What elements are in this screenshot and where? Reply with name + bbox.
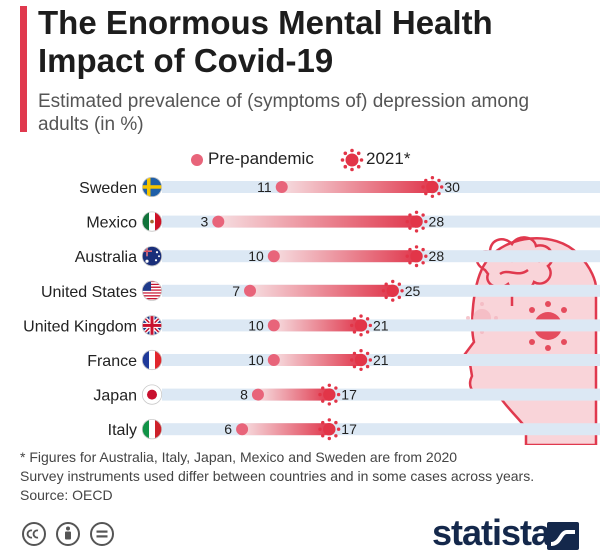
value-2021: 25	[405, 283, 421, 299]
value-2021: 21	[373, 352, 389, 368]
pre-pandemic-value: 7	[232, 283, 240, 299]
italy-flag-icon	[141, 419, 163, 440]
no-derivatives-icon[interactable]	[90, 522, 114, 546]
virus-marker-2021	[318, 383, 341, 406]
virus-marker-2021	[318, 418, 341, 441]
title-accent-bar	[20, 6, 27, 132]
statista-logo[interactable]: statista	[432, 512, 551, 553]
pre-pandemic-dot	[212, 215, 225, 228]
legend-post-label: 2021*	[366, 149, 411, 168]
united-kingdom-flag-icon	[141, 315, 163, 336]
change-bar	[250, 284, 393, 297]
value-2021: 30	[444, 179, 460, 195]
change-bar	[273, 319, 362, 332]
license-icons[interactable]	[22, 521, 122, 547]
footnotes: * Figures for Australia, Italy, Japan, M…	[20, 448, 590, 505]
pre-pandemic-dot	[267, 250, 280, 263]
country-label: France	[87, 353, 137, 370]
country-label: Australia	[75, 249, 137, 266]
pre-pandemic-value: 8	[240, 387, 248, 403]
country-label: Mexico	[86, 215, 137, 232]
cc-icon[interactable]	[22, 522, 46, 546]
statista-mark-icon	[547, 522, 579, 550]
pre-pandemic-dot	[244, 284, 257, 297]
row-track	[162, 388, 600, 401]
united-states-flag-icon	[141, 280, 163, 301]
pre-pandemic-value: 3	[200, 214, 208, 230]
australia-flag-icon	[141, 246, 163, 267]
change-bar	[281, 181, 433, 193]
virus-marker-2021	[350, 349, 373, 371]
country-label: Sweden	[79, 180, 137, 197]
country-label: United Kingdom	[23, 318, 137, 335]
country-label: Italy	[108, 422, 137, 439]
value-2021: 28	[429, 248, 445, 264]
source-note: Source: OECD	[20, 487, 113, 503]
virus-marker-2021	[405, 245, 428, 268]
mexico-flag-icon	[141, 211, 163, 232]
change-bar	[257, 388, 330, 401]
value-2021: 17	[341, 387, 357, 403]
change-bar	[242, 423, 330, 436]
change-bar	[218, 215, 417, 228]
value-2021: 21	[373, 317, 389, 333]
head-illustration	[460, 236, 598, 445]
pre-pandemic-dot	[275, 181, 288, 193]
pre-pandemic-dot-icon	[191, 154, 203, 166]
pre-pandemic-value: 10	[248, 352, 264, 368]
virus-marker-2021	[381, 279, 404, 302]
japan-flag-icon	[141, 384, 163, 405]
pre-pandemic-value: 11	[257, 179, 272, 195]
country-label: Japan	[93, 388, 137, 405]
pre-pandemic-value: 10	[248, 317, 264, 333]
footnote-survey: Survey instruments used differ between c…	[20, 468, 535, 484]
change-bar	[273, 354, 362, 366]
virus-icon	[340, 148, 364, 172]
chart-subtitle: Estimated prevalence of (symptoms of) de…	[38, 91, 530, 135]
dumbbell-chart: Sweden 11 30 Mexico 3 28 Australia 10 28 United S…	[23, 176, 600, 445]
country-label: United States	[41, 284, 137, 301]
france-flag-icon	[141, 349, 163, 371]
page-title: The Enormous Mental Health Impact of Cov…	[38, 4, 493, 79]
pre-pandemic-dot	[236, 423, 249, 436]
value-2021: 28	[429, 214, 445, 230]
pre-pandemic-dot	[267, 354, 280, 366]
virus-marker-2021	[421, 176, 444, 198]
change-bar	[273, 250, 417, 263]
legend-pre-label: Pre-pandemic	[208, 149, 314, 168]
pre-pandemic-dot	[251, 388, 264, 401]
virus-marker-2021	[405, 210, 428, 233]
value-2021: 17	[341, 421, 357, 437]
pre-pandemic-dot	[267, 319, 280, 332]
footnote-figures: * Figures for Australia, Italy, Japan, M…	[20, 449, 458, 465]
virus-marker-2021	[350, 314, 373, 337]
pre-pandemic-value: 6	[224, 421, 232, 437]
sweden-flag-icon	[141, 176, 163, 198]
pre-pandemic-value: 10	[248, 248, 264, 264]
attribution-icon[interactable]	[56, 522, 80, 546]
